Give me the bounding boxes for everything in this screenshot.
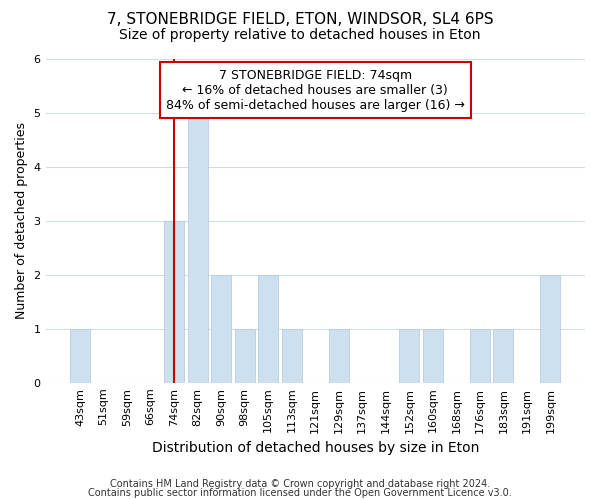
Bar: [70, 329, 90, 383]
Bar: [493, 329, 514, 383]
Text: 7, STONEBRIDGE FIELD, ETON, WINDSOR, SL4 6PS: 7, STONEBRIDGE FIELD, ETON, WINDSOR, SL4…: [107, 12, 493, 28]
Bar: [258, 275, 278, 383]
X-axis label: Distribution of detached houses by size in Eton: Distribution of detached houses by size …: [152, 441, 479, 455]
Bar: [541, 275, 560, 383]
Bar: [423, 329, 443, 383]
Bar: [164, 221, 184, 383]
Bar: [282, 329, 302, 383]
Bar: [470, 329, 490, 383]
Text: Contains HM Land Registry data © Crown copyright and database right 2024.: Contains HM Land Registry data © Crown c…: [110, 479, 490, 489]
Bar: [329, 329, 349, 383]
Text: 7 STONEBRIDGE FIELD: 74sqm
← 16% of detached houses are smaller (3)
84% of semi-: 7 STONEBRIDGE FIELD: 74sqm ← 16% of deta…: [166, 68, 465, 112]
Text: Size of property relative to detached houses in Eton: Size of property relative to detached ho…: [119, 28, 481, 42]
Text: Contains public sector information licensed under the Open Government Licence v3: Contains public sector information licen…: [88, 488, 512, 498]
Bar: [400, 329, 419, 383]
Y-axis label: Number of detached properties: Number of detached properties: [15, 122, 28, 320]
Bar: [188, 113, 208, 383]
Bar: [235, 329, 255, 383]
Bar: [211, 275, 231, 383]
